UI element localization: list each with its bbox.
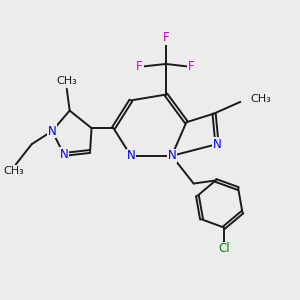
Text: N: N [167, 149, 176, 162]
Text: N: N [127, 149, 135, 162]
Text: F: F [136, 60, 143, 74]
Text: CH₃: CH₃ [4, 166, 25, 176]
Text: N: N [213, 138, 221, 151]
Text: CH₃: CH₃ [250, 94, 271, 104]
Text: N: N [48, 124, 56, 137]
Text: Cl: Cl [218, 242, 230, 255]
Text: F: F [163, 31, 169, 44]
Text: F: F [188, 60, 194, 74]
Text: CH₃: CH₃ [56, 76, 77, 86]
Text: N: N [59, 148, 68, 161]
